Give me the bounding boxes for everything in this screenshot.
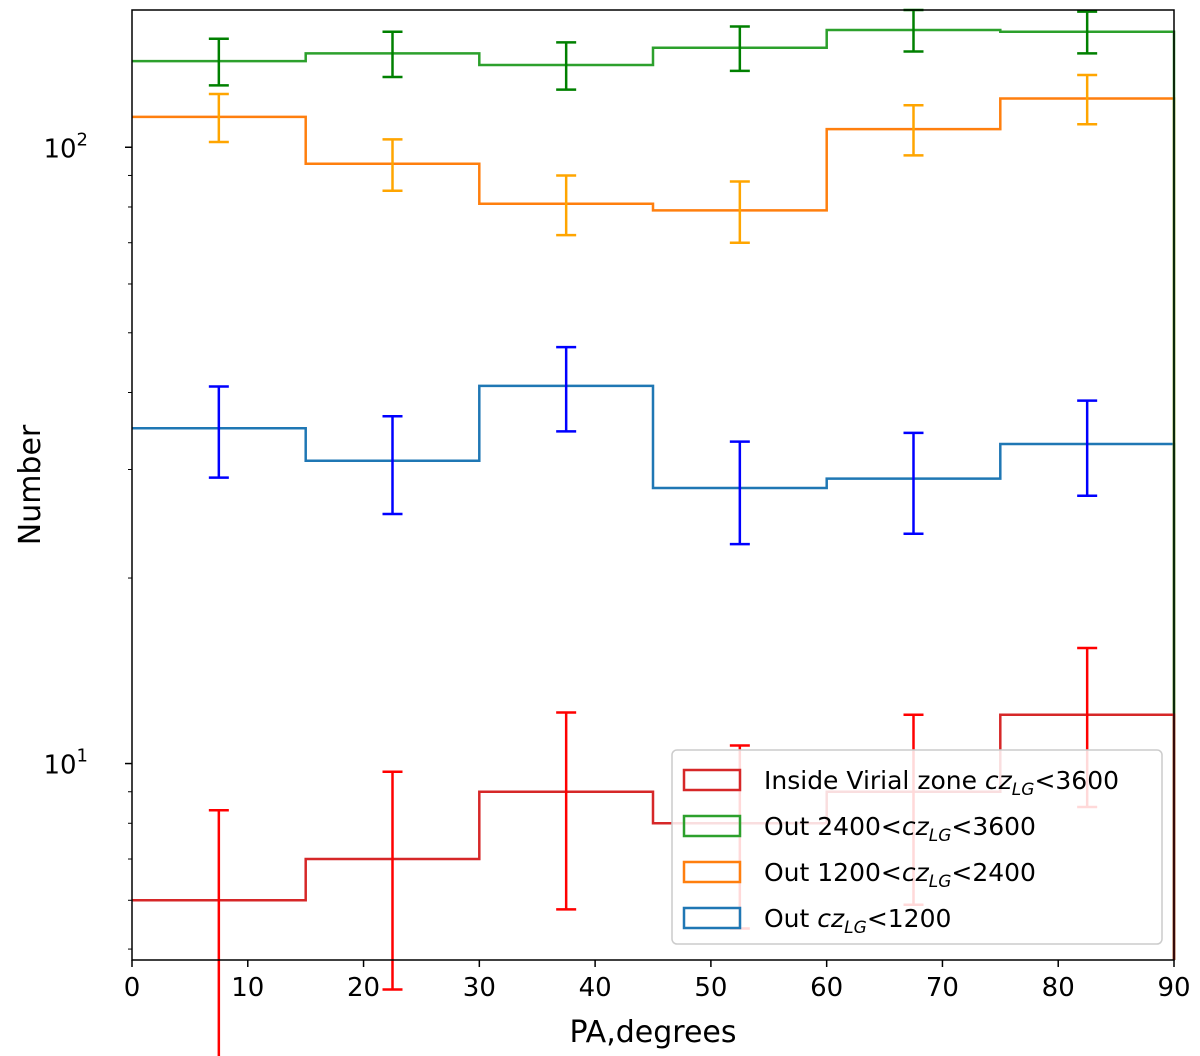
legend-swatch [682, 814, 742, 838]
step-line-2 [132, 97, 1176, 960]
error-bar [1077, 399, 1098, 497]
legend-swatch [682, 906, 742, 930]
legend: Inside Virial zone czLG<3600 Out 2400<czL… [671, 749, 1163, 945]
y-axis: 101 102 [43, 129, 132, 950]
legend-label: Out 1200<czLG<2400 [764, 858, 1036, 892]
error-bar [903, 103, 924, 157]
error-bar [1077, 73, 1098, 126]
step-line-0 [132, 713, 1176, 960]
series-3 [132, 345, 1176, 960]
plot-frame [131, 9, 1175, 961]
error-bar [208, 37, 229, 87]
y-axis-label: Number [13, 424, 48, 545]
error-bar [729, 440, 750, 546]
x-tick-label: 40 [579, 973, 612, 1003]
error-bar [382, 415, 403, 516]
error-bar [556, 174, 577, 237]
x-tick-label: 50 [694, 973, 727, 1003]
error-bar [382, 770, 403, 991]
error-bar [1077, 10, 1098, 55]
error-bar [729, 180, 750, 244]
x-tick-label: 90 [1157, 973, 1190, 1003]
legend-swatch [682, 860, 742, 884]
legend-box [671, 749, 1163, 945]
step-line-3 [132, 384, 1176, 960]
error-bar [208, 808, 229, 1056]
x-tick-label: 60 [810, 973, 843, 1003]
legend-label: Out 2400<czLG<3600 [764, 812, 1036, 846]
error-bar [556, 41, 577, 91]
error-bar [208, 92, 229, 144]
x-tick-label: 0 [124, 973, 141, 1003]
series-2 [132, 73, 1176, 960]
x-tick-label: 70 [926, 973, 959, 1003]
x-axis: 0 10 20 30 40 50 60 70 80 90 [124, 960, 1191, 1003]
series-1 [132, 8, 1176, 960]
error-bar [903, 431, 924, 535]
error-bar [382, 30, 403, 79]
x-tick-label: 30 [463, 973, 496, 1003]
error-bar [729, 25, 750, 73]
legend-label: Out czLG<1200 [764, 904, 951, 938]
x-tick-label: 80 [1042, 973, 1075, 1003]
y-tick-label: 102 [43, 129, 88, 164]
legend-swatch [682, 768, 742, 792]
x-tick-label: 10 [231, 973, 264, 1003]
legend-label: Inside Virial zone czLG<3600 [764, 766, 1119, 800]
error-bar [556, 345, 577, 433]
x-axis-label: PA,degrees [570, 1015, 737, 1050]
step-line-1 [132, 28, 1176, 960]
error-bar [556, 711, 577, 911]
x-tick-label: 20 [347, 973, 380, 1003]
error-bar [382, 138, 403, 193]
error-bar [208, 385, 229, 479]
y-tick-label: 101 [43, 746, 88, 781]
